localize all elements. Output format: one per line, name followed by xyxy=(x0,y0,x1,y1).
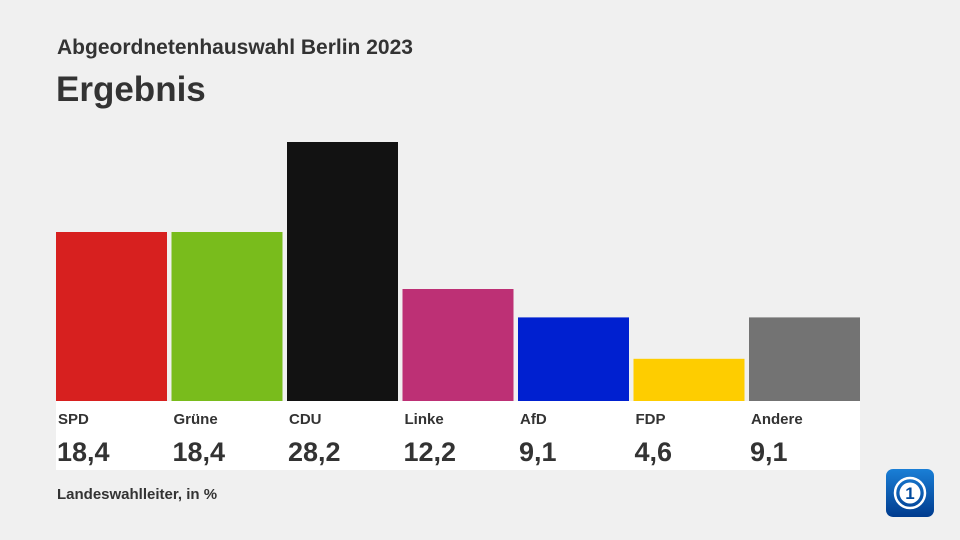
chart-title: Ergebnis xyxy=(56,70,206,109)
labels-group: SPD 18,4 Grüne 18,4 CDU 28,2 Linke 12,2 AfD 9,1 FD… xyxy=(57,411,803,467)
category-label-andere: Andere xyxy=(751,411,803,428)
category-label-spd: SPD xyxy=(58,411,89,428)
bar-grne xyxy=(171,232,283,401)
category-label-linke: Linke xyxy=(405,411,444,428)
bar-afd xyxy=(518,317,629,401)
bar-fdp xyxy=(633,358,745,401)
value-label-linke: 12,2 xyxy=(404,437,457,467)
value-label-fdp: 4,6 xyxy=(635,437,673,467)
value-label-afd: 9,1 xyxy=(519,437,557,467)
value-label-grne: 18,4 xyxy=(173,437,226,467)
value-label-andere: 9,1 xyxy=(750,437,788,467)
value-label-spd: 18,4 xyxy=(57,437,110,467)
bar-spd xyxy=(56,232,167,401)
category-label-cdu: CDU xyxy=(289,411,322,428)
ard-tagesschau-logo-icon: 1 xyxy=(886,469,934,517)
bar-linke xyxy=(402,289,514,401)
bars-group xyxy=(56,142,860,401)
bar-andere xyxy=(749,317,860,401)
chart-subtitle: Abgeordnetenhauswahl Berlin 2023 xyxy=(57,36,413,59)
bar-cdu xyxy=(287,142,398,401)
logo-text: 1 xyxy=(905,484,914,503)
value-label-cdu: 28,2 xyxy=(288,437,341,467)
label-panel xyxy=(56,401,860,470)
category-label-grne: Grüne xyxy=(174,411,218,428)
source-note: Landeswahlleiter, in % xyxy=(57,486,218,503)
category-label-afd: AfD xyxy=(520,411,547,428)
category-label-fdp: FDP xyxy=(636,411,666,428)
